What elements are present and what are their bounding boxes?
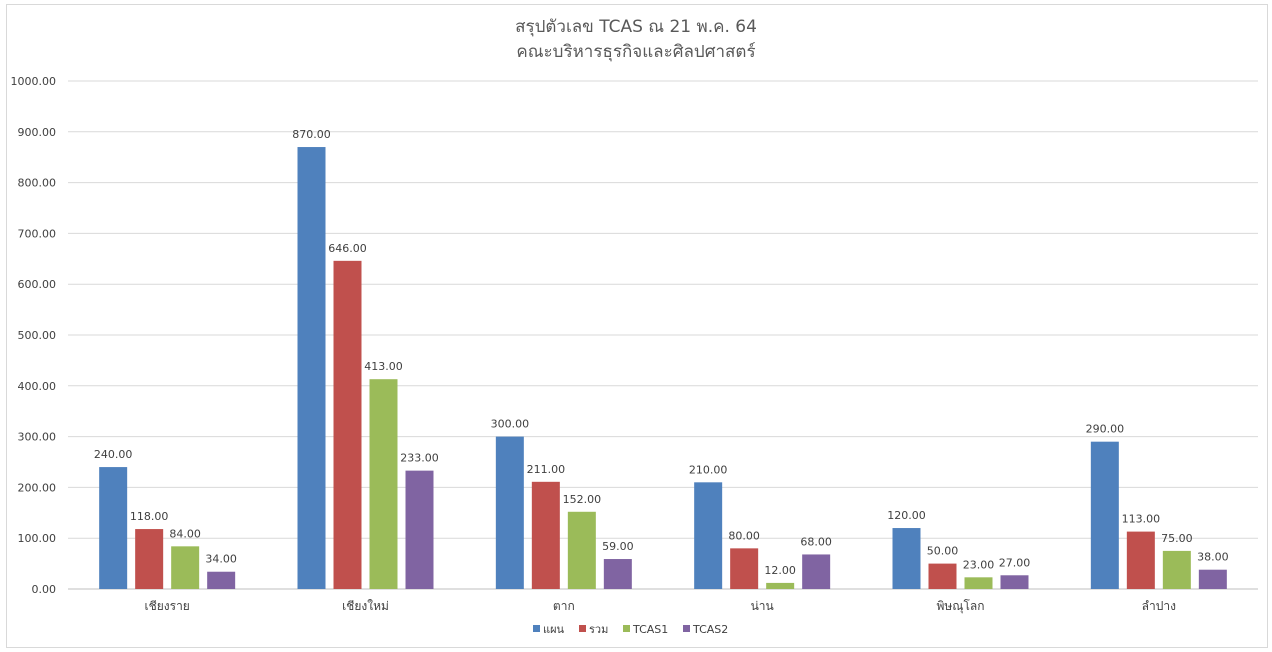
data-label: 233.00 bbox=[400, 452, 439, 465]
bar bbox=[1162, 550, 1191, 589]
legend-swatch bbox=[623, 625, 630, 632]
x-category-label: เชียงราย bbox=[144, 599, 189, 613]
legend-label: รวม bbox=[589, 623, 608, 636]
legend-label: แผน bbox=[543, 623, 565, 636]
y-tick-label: 100.00 bbox=[18, 532, 57, 545]
bar bbox=[730, 548, 759, 589]
data-label: 290.00 bbox=[1086, 423, 1125, 436]
legend-label: TCAS2 bbox=[692, 623, 728, 636]
bar bbox=[1000, 575, 1029, 589]
data-label: 38.00 bbox=[1197, 551, 1229, 564]
gridlines bbox=[68, 80, 1258, 590]
bar bbox=[1090, 441, 1119, 589]
data-label: 300.00 bbox=[491, 418, 530, 431]
data-label: 12.00 bbox=[764, 564, 796, 577]
data-label: 870.00 bbox=[292, 128, 331, 141]
x-category-label: ลำปาง bbox=[1142, 599, 1176, 613]
bar bbox=[766, 582, 795, 589]
data-label: 75.00 bbox=[1161, 532, 1193, 545]
bar bbox=[405, 470, 434, 589]
bar bbox=[171, 546, 200, 589]
y-tick-label: 600.00 bbox=[18, 278, 57, 291]
bar bbox=[603, 559, 632, 589]
bar bbox=[207, 571, 236, 589]
y-tick-label: 700.00 bbox=[18, 227, 57, 240]
y-tick-label: 400.00 bbox=[18, 380, 57, 393]
data-label: 50.00 bbox=[927, 545, 959, 558]
chart-subtitle: คณะบริหารธุรกิจและศิลปศาสตร์ bbox=[516, 42, 755, 62]
data-label: 27.00 bbox=[999, 556, 1031, 569]
data-label: 118.00 bbox=[130, 510, 169, 523]
bar bbox=[135, 529, 164, 589]
data-label: 152.00 bbox=[563, 493, 602, 506]
data-label: 23.00 bbox=[963, 558, 995, 571]
bar bbox=[99, 467, 128, 589]
legend-swatch bbox=[533, 625, 540, 632]
bar bbox=[892, 528, 921, 589]
bar bbox=[495, 436, 524, 589]
bar bbox=[333, 260, 362, 589]
x-category-label: เชียงใหม่ bbox=[342, 599, 389, 613]
y-axis-ticks: 0.00 100.00 200.00 300.00 400.00 500.00 600.00… bbox=[11, 75, 57, 596]
y-tick-label: 1000.00 bbox=[11, 75, 57, 88]
y-tick-label: 0.00 bbox=[32, 583, 57, 596]
y-tick-label: 200.00 bbox=[18, 481, 57, 494]
chart-frame bbox=[6, 4, 1268, 648]
data-label: 80.00 bbox=[728, 529, 760, 542]
data-label: 113.00 bbox=[1122, 513, 1161, 526]
legend-swatch bbox=[579, 625, 586, 632]
data-label: 68.00 bbox=[800, 535, 832, 548]
bar bbox=[1126, 531, 1155, 589]
data-label: 210.00 bbox=[689, 463, 728, 476]
x-category-label: น่าน bbox=[751, 599, 774, 613]
data-label: 59.00 bbox=[602, 540, 634, 553]
bar bbox=[802, 554, 831, 589]
data-label: 240.00 bbox=[94, 448, 133, 461]
data-label: 120.00 bbox=[887, 509, 926, 522]
legend-swatch bbox=[683, 625, 690, 632]
data-label: 211.00 bbox=[527, 463, 566, 476]
bar bbox=[531, 481, 560, 589]
bar bbox=[297, 147, 326, 590]
x-category-label: พิษณุโลก bbox=[936, 599, 984, 614]
x-category-label: ตาก bbox=[553, 599, 575, 613]
chart-title: สรุปตัวเลข TCAS ณ 21 พ.ค. 64 bbox=[515, 17, 757, 37]
bar bbox=[369, 379, 398, 589]
x-axis-categories: เชียงราย เชียงใหม่ ตาก น่าน พิษณุโลก ลำปาง bbox=[144, 599, 1176, 614]
bars bbox=[99, 147, 1227, 590]
legend: แผน รวม TCAS1 TCAS2 bbox=[533, 623, 728, 636]
y-tick-label: 900.00 bbox=[18, 126, 57, 139]
data-label: 413.00 bbox=[364, 360, 403, 373]
bar bbox=[928, 563, 957, 589]
data-label: 646.00 bbox=[328, 242, 367, 255]
bar bbox=[964, 577, 993, 589]
y-tick-label: 500.00 bbox=[18, 329, 57, 342]
y-tick-label: 800.00 bbox=[18, 177, 57, 190]
legend-label: TCAS1 bbox=[632, 623, 668, 636]
y-tick-label: 300.00 bbox=[18, 431, 57, 444]
bar bbox=[694, 482, 723, 589]
data-label: 34.00 bbox=[205, 553, 237, 566]
bar bbox=[567, 511, 596, 589]
bar bbox=[1198, 569, 1227, 589]
data-label: 84.00 bbox=[169, 527, 201, 540]
